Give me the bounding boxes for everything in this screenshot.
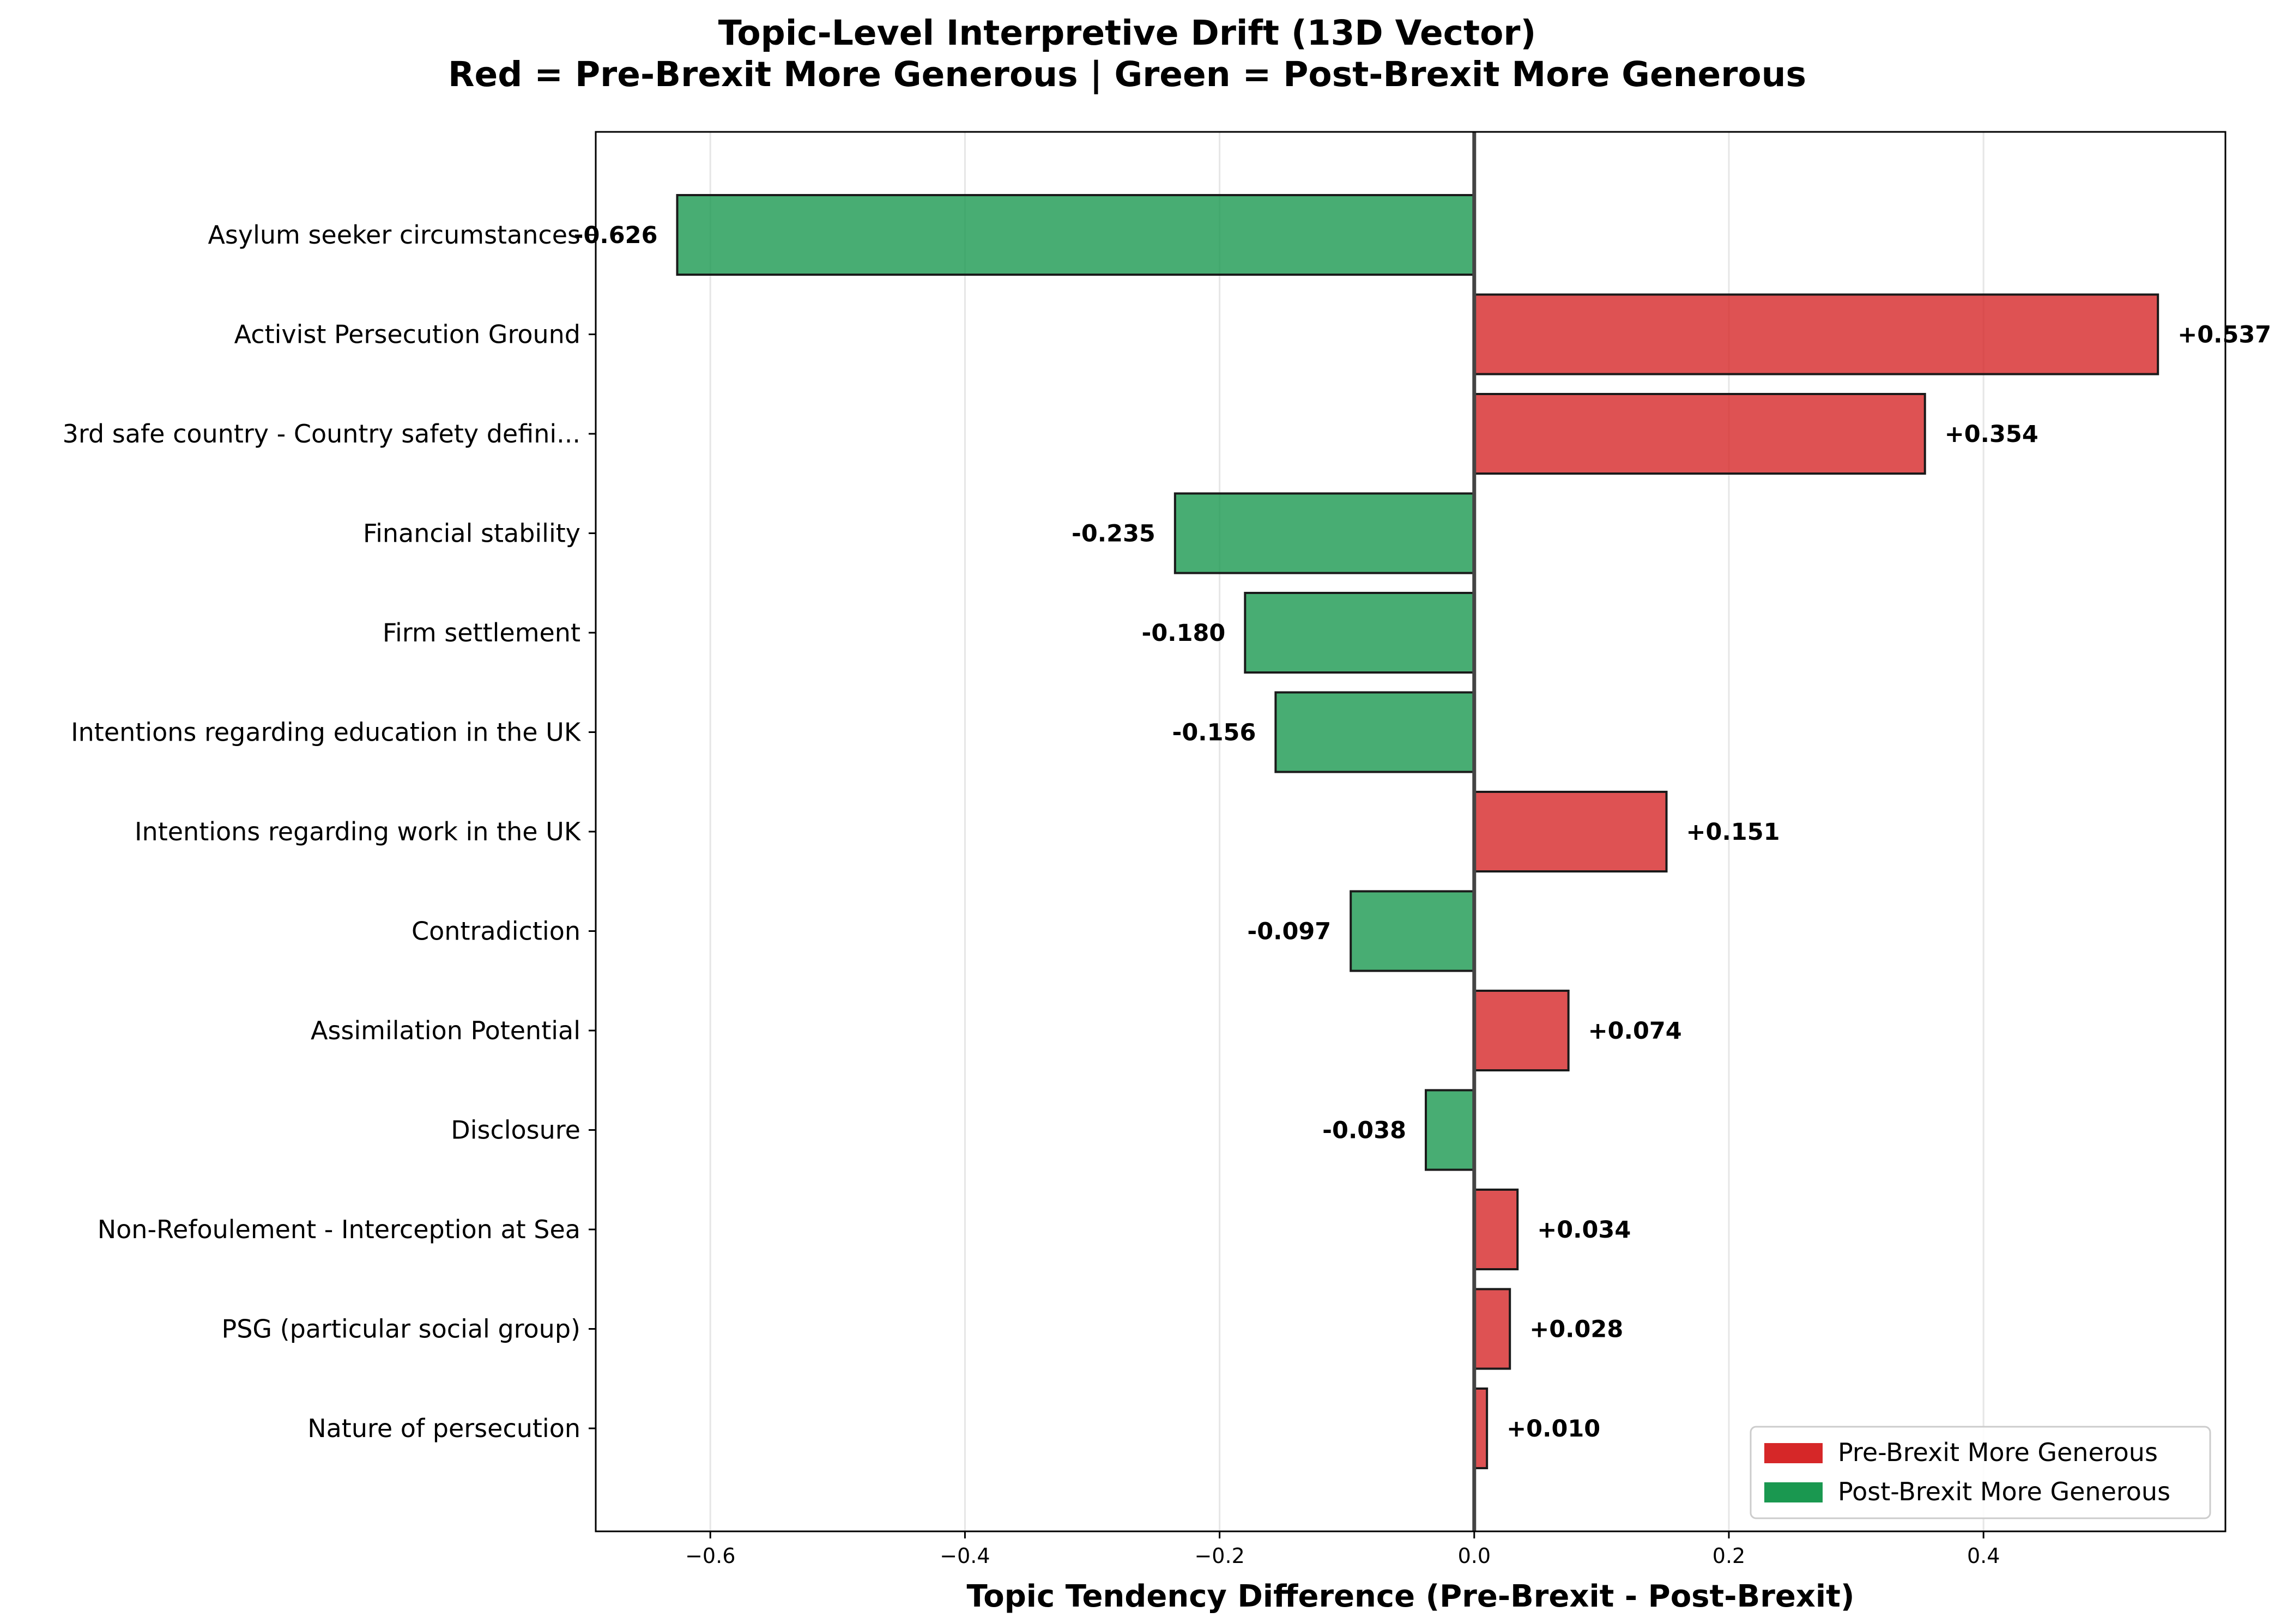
bar — [1350, 890, 1475, 972]
category-label: PSG (particular social group) — [221, 1314, 580, 1344]
category-label: Nature of persecution — [307, 1414, 580, 1443]
axes: −0.6 −0.4 −0.2 0.0 0.2 0.4 — [589, 131, 2226, 1568]
category-label: Financial stability — [363, 519, 580, 548]
x-tick-label: −0.6 — [685, 1544, 735, 1568]
bars — [676, 194, 2159, 1469]
bar — [1173, 492, 1475, 574]
bar — [1473, 990, 1570, 1071]
bar — [676, 194, 1475, 276]
value-label: +0.537 — [2177, 322, 2271, 349]
x-axis-title: Topic Tendency Difference (Pre-Brexit - … — [966, 1579, 1854, 1614]
category-label: Asylum seeker circumstances — [208, 220, 580, 250]
bar — [1425, 1089, 1475, 1171]
legend: Pre-Brexit More Generous Post-Brexit More… — [1750, 1426, 2211, 1519]
value-label: -0.626 — [574, 222, 658, 249]
bar — [1244, 592, 1475, 674]
value-label: +0.151 — [1686, 819, 1780, 846]
category-label: 3rd safe country - Country safety defini… — [63, 419, 580, 449]
category-label: Intentions regarding work in the UK — [135, 817, 582, 846]
bar — [1473, 393, 1926, 475]
legend-label: Pre-Brexit More Generous — [1838, 1438, 2158, 1467]
value-label: +0.354 — [1945, 421, 2038, 448]
category-label: Firm settlement — [383, 618, 580, 647]
category-label: Non-Refoulement - Interception at Sea — [98, 1215, 580, 1244]
category-label: Activist Persecution Ground — [234, 320, 580, 349]
category-label: Contradiction — [412, 917, 580, 946]
bar — [1473, 1189, 1519, 1270]
x-tick-label: 0.2 — [1713, 1544, 1745, 1568]
category-label: Assimilation Potential — [311, 1016, 580, 1045]
x-tick-label: 0.4 — [1967, 1544, 2000, 1568]
value-label: -0.156 — [1172, 719, 1256, 747]
value-label: -0.235 — [1072, 520, 1155, 548]
bar — [1274, 691, 1475, 773]
bar — [1473, 1288, 1511, 1370]
chart-title: Topic-Level Interpretive Drift (13D Vect… — [718, 13, 1536, 53]
value-label: -0.180 — [1141, 620, 1225, 647]
x-tick-label: −0.2 — [1194, 1544, 1244, 1568]
bar — [1473, 293, 2159, 375]
x-tick-label: −0.4 — [940, 1544, 990, 1568]
value-labels: Asylum seeker circumstances-0.626 Activis… — [63, 220, 2272, 1443]
bar — [1473, 1387, 1489, 1469]
value-label: +0.010 — [1506, 1415, 1600, 1443]
legend-swatch — [1764, 1482, 1823, 1502]
plot-frame — [595, 131, 2226, 1532]
value-label: +0.028 — [1529, 1316, 1623, 1343]
category-label: Intentions regarding education in the UK — [71, 718, 582, 747]
legend-label: Post-Brexit More Generous — [1838, 1477, 2170, 1506]
chart-subtitle: Red = Pre-Brexit More Generous | Green =… — [448, 54, 1806, 95]
x-tick-label: 0.0 — [1458, 1544, 1491, 1568]
value-label: -0.097 — [1247, 918, 1331, 946]
value-label: +0.074 — [1588, 1017, 1682, 1045]
bar — [1473, 791, 1668, 872]
value-label: +0.034 — [1537, 1216, 1631, 1244]
value-label: -0.038 — [1322, 1117, 1406, 1144]
category-label: Disclosure — [451, 1116, 580, 1145]
legend-swatch — [1764, 1443, 1823, 1463]
legend-box — [1750, 1426, 2211, 1519]
